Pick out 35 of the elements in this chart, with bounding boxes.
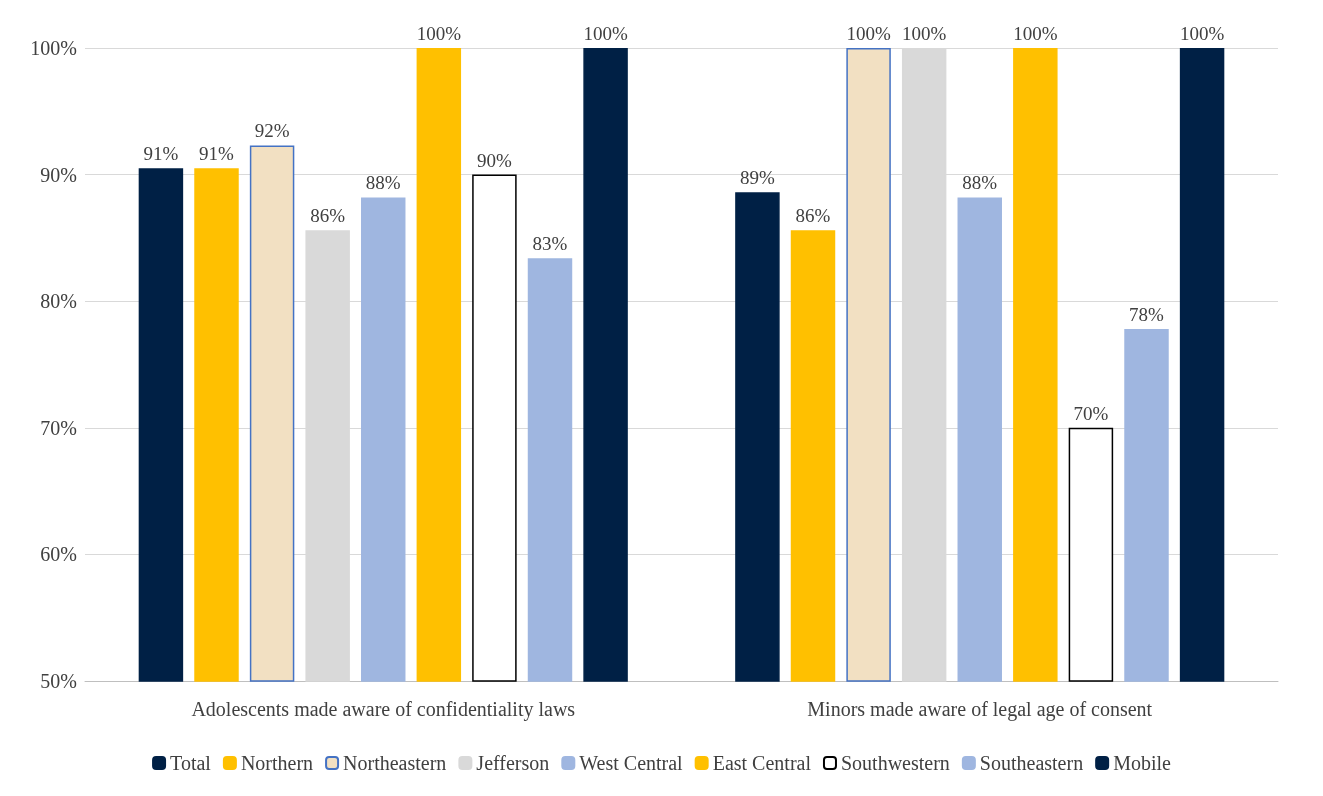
y-tick-label: 90% <box>40 163 77 186</box>
legend-label: West Central <box>579 752 684 774</box>
data-label: 91% <box>199 143 235 165</box>
y-tick-label: 60% <box>40 543 77 566</box>
data-label: 100% <box>1179 23 1225 44</box>
y-tick-label: 70% <box>40 416 77 439</box>
x-tick-label: Adolescents made aware of confidentiality laws <box>191 698 576 721</box>
y-tick-label: 100% <box>30 37 77 59</box>
data-label: 100% <box>902 23 947 44</box>
data-label: 89% <box>740 167 775 189</box>
data-label: 92% <box>254 120 290 142</box>
y-tick-label: 50% <box>40 670 77 692</box>
legend-label: Northeastern <box>343 752 447 774</box>
data-label: 100% <box>583 23 628 44</box>
data-label: 86% <box>795 205 831 227</box>
data-label: 100% <box>1013 23 1058 44</box>
data-label: 100% <box>416 23 462 44</box>
data-label: 70% <box>1073 402 1109 424</box>
legend-label: Total <box>170 752 212 774</box>
legend-label: Jefferson <box>476 752 550 774</box>
data-label: 88% <box>962 172 998 194</box>
data-label: 91% <box>143 143 179 165</box>
legend-label: Northern <box>240 752 314 774</box>
data-label: 83% <box>532 233 568 255</box>
data-label: 90% <box>477 149 512 171</box>
legend-label: East Central <box>712 752 812 774</box>
data-label: 100% <box>846 23 891 44</box>
legend-label: Southwestern <box>840 752 950 774</box>
y-tick-label: 80% <box>40 290 77 313</box>
legend-label: Mobile <box>1113 752 1172 774</box>
data-label: 86% <box>310 205 346 227</box>
x-tick-label: Minors made aware of legal age of consent <box>807 698 1153 721</box>
data-label: 78% <box>1129 304 1165 326</box>
legend-label: Southeastern <box>979 752 1084 774</box>
data-label: 88% <box>365 172 401 194</box>
